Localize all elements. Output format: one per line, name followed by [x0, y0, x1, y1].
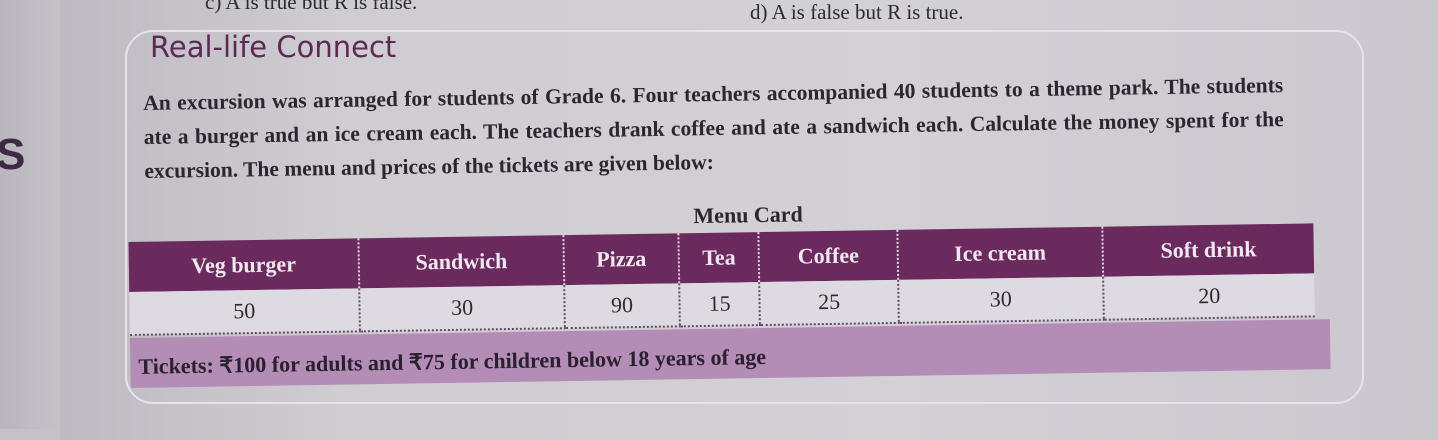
menu-item-price: 30 [359, 285, 565, 332]
option-c: c) A is true but R is false. [205, 0, 418, 14]
menu-item-price: 20 [1102, 273, 1315, 320]
menu-item-price: 50 [129, 288, 361, 335]
menu-item-name: Sandwich [358, 235, 564, 289]
problem-text: An excursion was arranged for students o… [143, 73, 1284, 183]
menu-item-price: 25 [759, 279, 899, 326]
section-box [125, 30, 1364, 404]
menu-item-name: Soft drink [1101, 223, 1315, 277]
menu-item-name: Ice cream [897, 226, 1103, 280]
menu-item-name: Pizza [563, 233, 680, 286]
menu-item-name: Tea [678, 232, 760, 284]
menu-card: Menu Card Veg burger Sandwich Pizza Tea … [128, 193, 1331, 388]
menu-item-price: 90 [563, 283, 681, 329]
menu-item-name: Veg burger [128, 238, 360, 292]
option-d: d) A is false but R is true. [750, 0, 964, 24]
section-heading: Real-life Connect [150, 30, 397, 64]
menu-item-price: 15 [679, 282, 760, 327]
menu-item-price: 30 [898, 276, 1104, 323]
menu-item-name: Coffee [758, 229, 899, 283]
menu-table: Veg burger Sandwich Pizza Tea Coffee Ice… [128, 223, 1315, 336]
side-letter: S [0, 130, 26, 179]
